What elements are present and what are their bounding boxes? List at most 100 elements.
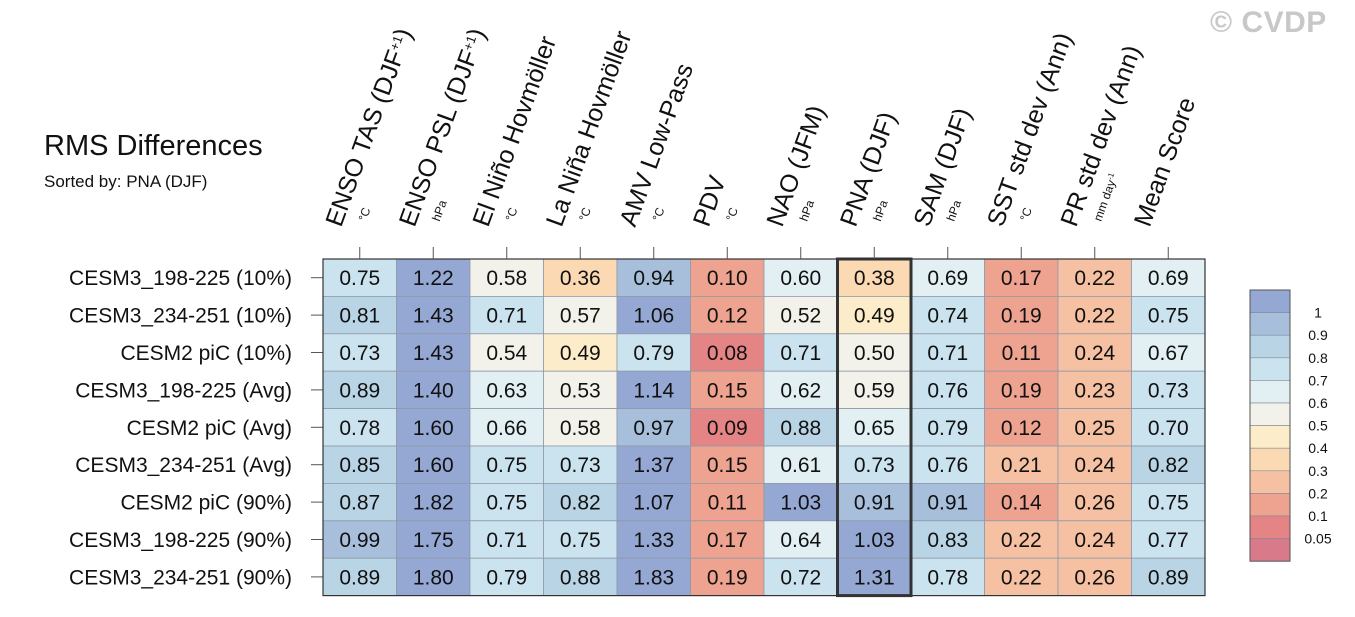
heatmap-cell bbox=[396, 482, 471, 522]
cell-value-label: 0.58 bbox=[486, 267, 527, 290]
cell-value-label: 0.26 bbox=[1074, 492, 1115, 515]
cell-value-label: 0.88 bbox=[560, 566, 601, 589]
cell-value-label: 0.88 bbox=[780, 417, 821, 440]
cell-value-label: 1.14 bbox=[633, 379, 674, 402]
heatmap-cell bbox=[984, 520, 1059, 559]
cell-value-label: 0.73 bbox=[560, 454, 601, 477]
cell-value-label: 0.23 bbox=[1074, 379, 1115, 402]
heatmap-cell bbox=[763, 295, 838, 335]
heatmap-cell bbox=[837, 445, 912, 484]
cell-value-label: 0.10 bbox=[707, 267, 748, 290]
colorbar-tick-label: 0.1 bbox=[1308, 508, 1328, 524]
cell-value-label: 0.73 bbox=[339, 342, 380, 365]
colorbar-tick-label: 0.6 bbox=[1308, 395, 1328, 411]
cell-value-label: 0.89 bbox=[1148, 566, 1189, 589]
colorbar-swatch bbox=[1249, 538, 1291, 562]
cell-value-label: 0.53 bbox=[560, 379, 601, 402]
heatmap-cell bbox=[396, 520, 471, 559]
heatmap-cell bbox=[763, 520, 838, 559]
heatmap-cell bbox=[1057, 520, 1132, 559]
heatmap-cell bbox=[984, 333, 1059, 372]
cell-value-label: 1.43 bbox=[413, 342, 454, 365]
heatmap-cell bbox=[763, 482, 838, 522]
cell-value-label: 0.97 bbox=[633, 417, 674, 440]
row-label: CESM2 piC (90%) bbox=[120, 492, 292, 515]
heatmap-cell bbox=[396, 445, 471, 484]
heatmap-cell bbox=[1131, 408, 1206, 447]
heatmap-cell bbox=[1131, 482, 1206, 522]
cell-value-label: 0.25 bbox=[1074, 417, 1115, 440]
cell-value-label: 0.11 bbox=[1002, 342, 1041, 365]
cell-value-label: 0.24 bbox=[1074, 454, 1115, 477]
cell-value-label: 1.83 bbox=[633, 566, 674, 589]
column-unit-label: hPa bbox=[797, 198, 818, 223]
cell-value-label: 0.21 bbox=[1001, 454, 1042, 477]
heatmap-cell bbox=[837, 370, 912, 410]
colorbar-tick-label: 0.7 bbox=[1308, 372, 1328, 388]
heatmap-cell bbox=[616, 295, 691, 335]
cell-value-label: 1.80 bbox=[413, 566, 454, 589]
row-label: CESM2 piC (10%) bbox=[120, 342, 292, 365]
heatmap-cell bbox=[690, 295, 765, 335]
cell-value-label: 1.03 bbox=[854, 529, 895, 552]
cell-value-label: 1.06 bbox=[633, 305, 674, 328]
heatmap-cell bbox=[469, 482, 544, 522]
heatmap-cell bbox=[396, 557, 471, 597]
heatmap-cell bbox=[543, 557, 618, 597]
cell-value-label: 0.70 bbox=[1148, 417, 1189, 440]
cell-value-label: 0.89 bbox=[339, 566, 380, 589]
cell-value-label: 1.60 bbox=[413, 454, 454, 477]
cell-value-label: 1.40 bbox=[413, 379, 454, 402]
heatmap-cell bbox=[469, 370, 544, 410]
heatmap-cell bbox=[984, 482, 1059, 522]
cell-value-label: 0.61 bbox=[780, 454, 821, 477]
cell-value-label: 0.09 bbox=[707, 417, 748, 440]
heatmap-cell bbox=[690, 482, 765, 522]
cell-value-label: 0.59 bbox=[854, 379, 895, 402]
cell-value-label: 0.89 bbox=[339, 379, 380, 402]
heatmap-cell bbox=[1131, 258, 1206, 297]
cell-value-label: 0.66 bbox=[486, 417, 527, 440]
column-unit-label: hPa bbox=[944, 198, 965, 223]
row-label: CESM3_234-251 (10%) bbox=[69, 305, 292, 328]
cell-value-label: 0.75 bbox=[1148, 305, 1189, 328]
heatmap-cell bbox=[322, 482, 397, 522]
colorbar-tick-label: 1 bbox=[1314, 305, 1322, 321]
colorbar-tick-label: 0.8 bbox=[1308, 350, 1328, 366]
colorbar-tick-label: 0.3 bbox=[1308, 463, 1328, 479]
heatmap-cell bbox=[322, 445, 397, 484]
colorbar-swatch bbox=[1249, 380, 1291, 404]
watermark: © CVDP bbox=[1210, 6, 1327, 39]
cell-value-label: 1.60 bbox=[413, 417, 454, 440]
cell-value-label: 0.54 bbox=[486, 342, 527, 365]
heatmap-cell bbox=[469, 333, 544, 372]
heatmap-cell bbox=[396, 295, 471, 335]
cell-value-label: 1.43 bbox=[413, 305, 454, 328]
cell-value-label: 0.22 bbox=[1001, 566, 1042, 589]
cell-value-label: 0.73 bbox=[854, 454, 895, 477]
heatmap-cell bbox=[322, 408, 397, 447]
cell-value-label: 1.37 bbox=[633, 454, 674, 477]
cell-value-label: 0.14 bbox=[1001, 492, 1042, 515]
cell-value-label: 0.71 bbox=[780, 342, 821, 365]
cell-value-label: 0.22 bbox=[1074, 305, 1115, 328]
row-label: CESM3_198-225 (Avg) bbox=[75, 379, 292, 402]
cell-value-label: 0.26 bbox=[1074, 566, 1115, 589]
cell-value-label: 0.63 bbox=[486, 379, 527, 402]
cell-value-label: 0.65 bbox=[854, 417, 895, 440]
heatmap-cell bbox=[543, 370, 618, 410]
heatmap-cell bbox=[837, 258, 912, 297]
cell-value-label: 0.82 bbox=[1148, 454, 1189, 477]
heatmap-cell bbox=[396, 408, 471, 447]
colorbar-border bbox=[1249, 289, 1291, 562]
colorbar-swatch bbox=[1249, 357, 1291, 381]
column-unit-label: °C bbox=[650, 205, 668, 223]
cell-value-label: 0.71 bbox=[927, 342, 968, 365]
cell-value-label: 0.60 bbox=[780, 267, 821, 290]
cell-value-label: 0.64 bbox=[780, 529, 821, 552]
cell-value-label: 0.38 bbox=[854, 267, 895, 290]
cell-value-label: 0.73 bbox=[1148, 379, 1189, 402]
colorbar-swatch bbox=[1249, 470, 1291, 494]
cell-value-label: 1.22 bbox=[413, 267, 454, 290]
